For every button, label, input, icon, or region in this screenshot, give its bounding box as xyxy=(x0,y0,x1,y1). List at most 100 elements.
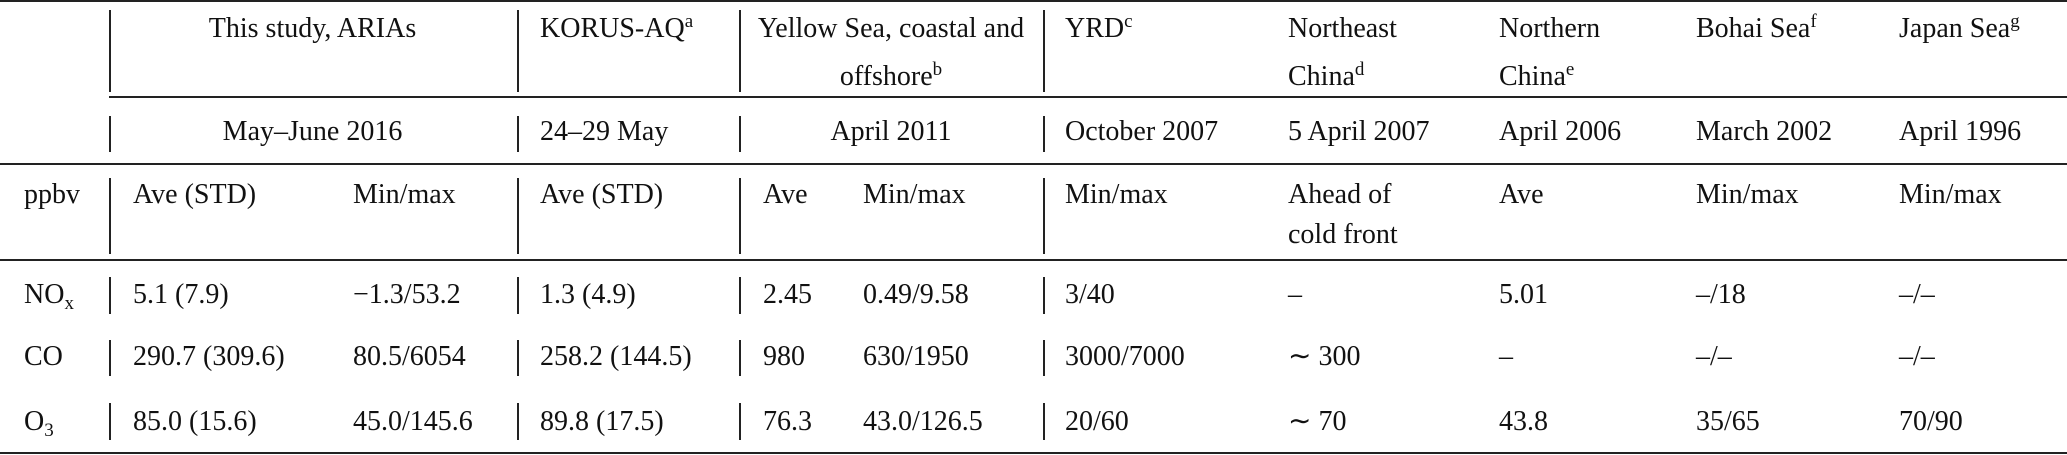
rule xyxy=(0,452,2067,454)
cell-value: 0.49/9.58 xyxy=(863,275,969,315)
subheader: Ave (STD) xyxy=(133,175,353,215)
separator xyxy=(739,10,741,92)
cell-value: 85.0 (15.6) xyxy=(133,402,257,442)
species: NOx xyxy=(24,275,74,315)
text: 290.7 (309.6) xyxy=(133,341,285,372)
text: 43.8 xyxy=(1499,406,1548,437)
text: Japan Sea xyxy=(1899,13,2011,44)
date: May–June 2016 xyxy=(120,112,505,152)
column-header: KORUS-AQa xyxy=(540,5,730,53)
separator xyxy=(1043,178,1045,254)
text: May–June 2016 xyxy=(222,116,403,147)
text: 1.3 (4.9) xyxy=(540,279,636,310)
text: Ahead of cold front xyxy=(1288,179,1398,250)
superscript: f xyxy=(1810,11,1817,32)
text: 70/90 xyxy=(1899,406,1963,437)
column-header: This study, ARIAs xyxy=(120,5,505,53)
text: This study, ARIAs xyxy=(208,13,417,44)
species: CO xyxy=(24,337,63,377)
subscript: 3 xyxy=(44,420,54,441)
cell-value: 5.01 xyxy=(1499,275,1548,315)
text: NO xyxy=(24,279,65,310)
text: Min/max xyxy=(1065,179,1168,210)
date: October 2007 xyxy=(1065,112,1265,152)
separator xyxy=(109,178,111,254)
cell-value: 20/60 xyxy=(1065,402,1129,442)
separator xyxy=(739,277,741,314)
cell-value: 89.8 (17.5) xyxy=(540,402,664,442)
superscript: b xyxy=(932,59,943,80)
cell-value: 80.5/6054 xyxy=(353,337,466,377)
separator xyxy=(1043,340,1045,376)
date: March 2002 xyxy=(1696,112,1886,152)
text: 258.2 (144.5) xyxy=(540,341,692,372)
text: 43.0/126.5 xyxy=(863,406,983,437)
cell-value: 43.8 xyxy=(1499,402,1548,442)
cell-value: –/– xyxy=(1696,337,1732,377)
text: Ave xyxy=(1499,179,1544,210)
superscript: d xyxy=(1354,59,1365,80)
cell-value: 35/65 xyxy=(1696,402,1760,442)
subheader: Min/max xyxy=(863,175,1083,215)
separator xyxy=(109,10,111,92)
text: 2.45 xyxy=(763,279,812,310)
column-header: Japan Seag xyxy=(1899,5,2067,53)
text: KORUS-AQ xyxy=(540,13,685,44)
text: Ave (STD) xyxy=(133,179,257,210)
cell-value: 76.3 xyxy=(763,402,812,442)
separator xyxy=(109,116,111,152)
separator xyxy=(517,178,519,254)
text: 0.49/9.58 xyxy=(863,279,969,310)
cell-value: – xyxy=(1499,337,1513,377)
subscript: x xyxy=(64,293,74,314)
cell-value: 45.0/145.6 xyxy=(353,402,473,442)
text: 3000/7000 xyxy=(1065,341,1185,372)
superscript: a xyxy=(684,11,694,32)
text: –/18 xyxy=(1696,279,1746,310)
separator xyxy=(517,116,519,152)
text: ∼ 300 xyxy=(1288,341,1361,372)
text: April 2011 xyxy=(830,116,952,147)
text: Min/max xyxy=(353,179,456,210)
text: 24–29 May xyxy=(540,116,669,147)
subheader: Min/max xyxy=(1696,175,1916,215)
text: 76.3 xyxy=(763,406,812,437)
cell-value: 3/40 xyxy=(1065,275,1115,315)
cell-value: – xyxy=(1288,275,1302,315)
text: –/– xyxy=(1696,341,1732,372)
separator xyxy=(1043,403,1045,440)
superscript: e xyxy=(1565,59,1575,80)
text: YRD xyxy=(1065,13,1125,44)
cell-value: 980 xyxy=(763,337,805,377)
text: O xyxy=(24,406,45,437)
text: 980 xyxy=(763,341,805,372)
text: April 1996 xyxy=(1899,116,2022,147)
rule xyxy=(0,163,2067,165)
text: ∼ 70 xyxy=(1288,406,1347,437)
text: Min/max xyxy=(1899,179,2002,210)
text: Yellow Sea, coastal and offshore xyxy=(757,13,1025,92)
separator xyxy=(739,116,741,152)
text: ppbv xyxy=(24,179,80,210)
date: April 2006 xyxy=(1499,112,1639,152)
separator xyxy=(517,403,519,440)
cell-value: –/18 xyxy=(1696,275,1746,315)
text: 80.5/6054 xyxy=(353,341,466,372)
rule xyxy=(0,0,2067,2)
separator xyxy=(517,340,519,376)
text: Min/max xyxy=(1696,179,1799,210)
cell-value: 258.2 (144.5) xyxy=(540,337,692,377)
cell-value: 1.3 (4.9) xyxy=(540,275,636,315)
text: 3/40 xyxy=(1065,279,1115,310)
separator xyxy=(517,10,519,92)
cell-value: ∼ 70 xyxy=(1288,402,1346,442)
text: −1.3/53.2 xyxy=(353,279,461,310)
text: 35/65 xyxy=(1696,406,1760,437)
subheader: Ahead of cold front xyxy=(1288,175,1438,255)
separator xyxy=(1043,10,1045,92)
cell-value: 70/90 xyxy=(1899,402,1963,442)
text: Northeast China xyxy=(1288,13,1397,92)
text: Ave xyxy=(763,179,808,210)
text: 89.8 (17.5) xyxy=(540,406,664,437)
cell-value: 2.45 xyxy=(763,275,812,315)
